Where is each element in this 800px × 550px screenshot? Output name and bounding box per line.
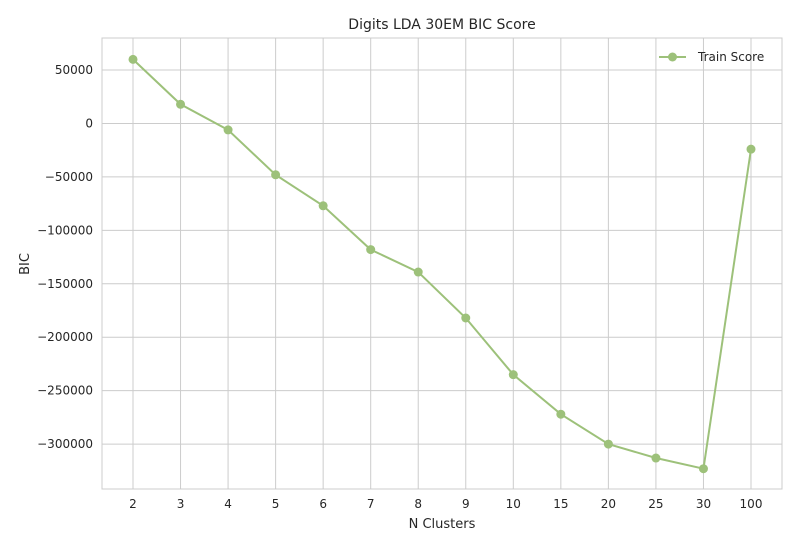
y-tick-label: −150000 (37, 277, 93, 291)
legend-label: Train Score (697, 50, 764, 64)
x-tick-label: 25 (648, 497, 663, 511)
x-tick-label: 6 (319, 497, 327, 511)
data-point (128, 54, 138, 64)
data-point (603, 439, 613, 449)
x-tick-label: 20 (601, 497, 616, 511)
x-tick-label: 4 (224, 497, 232, 511)
legend: Train Score (659, 50, 764, 64)
y-tick-label: −300000 (37, 437, 93, 451)
x-tick-label: 15 (553, 497, 568, 511)
data-point (413, 267, 423, 277)
data-point (698, 464, 708, 474)
y-axis-ticks: 50000 0 −50000 −100000 −150000 −200000 −250000… (37, 63, 93, 451)
data-point (318, 201, 328, 211)
y-tick-label: 50000 (55, 63, 93, 77)
data-point (461, 313, 471, 323)
data-point (556, 409, 566, 419)
data-point (271, 170, 281, 180)
y-tick-label: 0 (85, 116, 93, 130)
grid (102, 38, 782, 489)
data-point (366, 245, 376, 255)
x-axis-title: N Clusters (409, 517, 476, 532)
x-tick-label: 3 (177, 497, 185, 511)
data-point (223, 125, 233, 135)
series-line (132, 58, 752, 470)
chart-title: Digits LDA 30EM BIC Score (348, 17, 535, 33)
plot-area (101, 37, 783, 490)
x-axis-ticks: 2 3 4 5 6 7 8 9 10 15 20 25 30 100 (129, 497, 762, 511)
x-tick-label: 10 (506, 497, 521, 511)
data-point (651, 453, 661, 463)
x-tick-label: 9 (462, 497, 470, 511)
x-tick-label: 30 (696, 497, 711, 511)
data-point (508, 370, 518, 380)
x-tick-label: 8 (414, 497, 422, 511)
y-tick-label: −100000 (37, 223, 93, 237)
x-tick-label: 7 (367, 497, 375, 511)
x-tick-label: 2 (129, 497, 137, 511)
y-tick-label: −200000 (37, 330, 93, 344)
y-axis-title: BIC (18, 253, 33, 275)
x-tick-label: 5 (272, 497, 280, 511)
legend-marker (668, 52, 677, 62)
series-layer (128, 54, 756, 474)
y-tick-label: −50000 (45, 170, 93, 184)
data-point (746, 144, 756, 154)
data-point (176, 99, 186, 109)
y-tick-label: −250000 (37, 384, 93, 398)
x-tick-label: 100 (740, 497, 763, 511)
